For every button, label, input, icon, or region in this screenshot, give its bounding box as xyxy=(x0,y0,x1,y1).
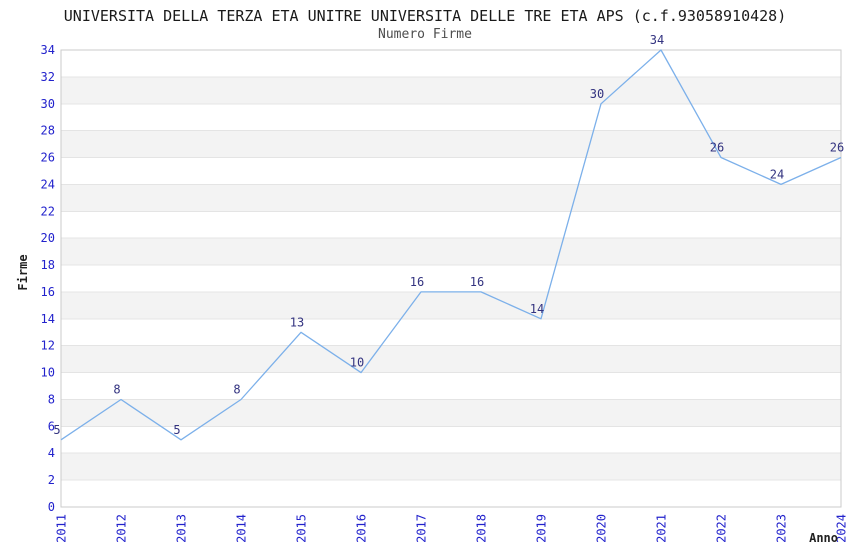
background-band xyxy=(61,291,841,319)
background-band xyxy=(61,345,841,373)
x-tick-label: 2012 xyxy=(115,514,129,543)
data-label: 26 xyxy=(830,141,844,155)
x-tick-label: 2016 xyxy=(355,514,369,543)
x-axis-title: Anno xyxy=(809,531,838,545)
y-tick-label: 8 xyxy=(48,392,55,406)
data-label: 8 xyxy=(233,382,240,396)
x-tick-label: 2011 xyxy=(55,514,69,543)
x-tick-label: 2020 xyxy=(595,514,609,543)
x-tick-label: 2024 xyxy=(835,514,849,543)
x-tick-label: 2019 xyxy=(535,514,549,543)
x-tick-label: 2013 xyxy=(175,514,189,543)
y-axis-title: Firme xyxy=(16,254,30,290)
y-tick-label: 10 xyxy=(41,366,55,380)
data-label: 14 xyxy=(530,302,544,316)
data-label: 16 xyxy=(410,275,424,289)
chart-title: UNIVERSITA DELLA TERZA ETA UNITRE UNIVER… xyxy=(63,7,787,25)
plot-border xyxy=(60,49,842,508)
x-tick-label: 2021 xyxy=(655,514,669,543)
y-tick-label: 18 xyxy=(41,258,55,272)
y-tick-label: 26 xyxy=(41,151,55,165)
background-band xyxy=(61,184,841,212)
data-label: 13 xyxy=(290,315,304,329)
data-label: 34 xyxy=(650,33,664,47)
y-tick-label: 0 xyxy=(48,500,55,514)
data-label: 16 xyxy=(470,275,484,289)
y-tick-label: 16 xyxy=(41,285,55,299)
y-tick-label: 4 xyxy=(48,446,55,460)
data-label: 26 xyxy=(710,141,724,155)
series-line xyxy=(60,49,842,441)
chart-subtitle: Numero Firme xyxy=(378,27,472,42)
y-tick-label: 12 xyxy=(41,339,55,353)
x-tick-label: 2017 xyxy=(415,514,429,543)
data-label: 5 xyxy=(173,423,180,437)
background-band xyxy=(61,130,841,158)
y-tick-label: 30 xyxy=(41,97,55,111)
y-tick-label: 14 xyxy=(41,312,55,326)
y-tick-label: 22 xyxy=(41,204,55,218)
data-label: 30 xyxy=(590,87,604,101)
background-band xyxy=(61,399,841,427)
background-band xyxy=(61,76,841,104)
data-label: 24 xyxy=(770,167,784,181)
y-tick-label: 34 xyxy=(41,43,55,57)
data-label: 5 xyxy=(53,423,60,437)
background-band xyxy=(61,238,841,266)
y-tick-label: 32 xyxy=(41,70,55,84)
y-tick-label: 28 xyxy=(41,124,55,138)
y-tick-label: 2 xyxy=(48,473,55,487)
x-tick-label: 2014 xyxy=(235,514,249,543)
data-label: 10 xyxy=(350,356,364,370)
y-tick-label: 20 xyxy=(41,231,55,245)
y-tick-label: 6 xyxy=(48,419,55,433)
x-tick-label: 2015 xyxy=(295,514,309,543)
x-tick-label: 2022 xyxy=(715,514,729,543)
x-tick-label: 2018 xyxy=(475,514,489,543)
background-band xyxy=(61,453,841,481)
x-tick-label: 2023 xyxy=(775,514,789,543)
y-tick-label: 24 xyxy=(41,177,55,191)
data-label: 8 xyxy=(113,382,120,396)
